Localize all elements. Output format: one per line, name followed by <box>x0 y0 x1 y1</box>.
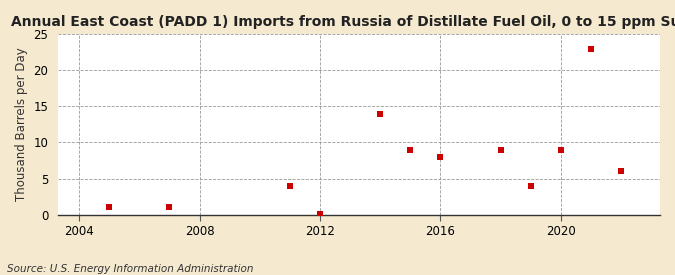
Point <box>435 155 446 159</box>
Point <box>375 111 385 116</box>
Point <box>525 183 536 188</box>
Y-axis label: Thousand Barrels per Day: Thousand Barrels per Day <box>15 48 28 201</box>
Point <box>585 46 596 51</box>
Point <box>284 183 295 188</box>
Text: Source: U.S. Energy Information Administration: Source: U.S. Energy Information Administ… <box>7 264 253 274</box>
Point <box>495 147 506 152</box>
Point <box>164 205 175 210</box>
Point <box>104 205 115 210</box>
Point <box>556 147 566 152</box>
Point <box>315 211 325 216</box>
Point <box>405 147 416 152</box>
Point <box>616 169 626 174</box>
Title: Annual East Coast (PADD 1) Imports from Russia of Distillate Fuel Oil, 0 to 15 p: Annual East Coast (PADD 1) Imports from … <box>11 15 675 29</box>
